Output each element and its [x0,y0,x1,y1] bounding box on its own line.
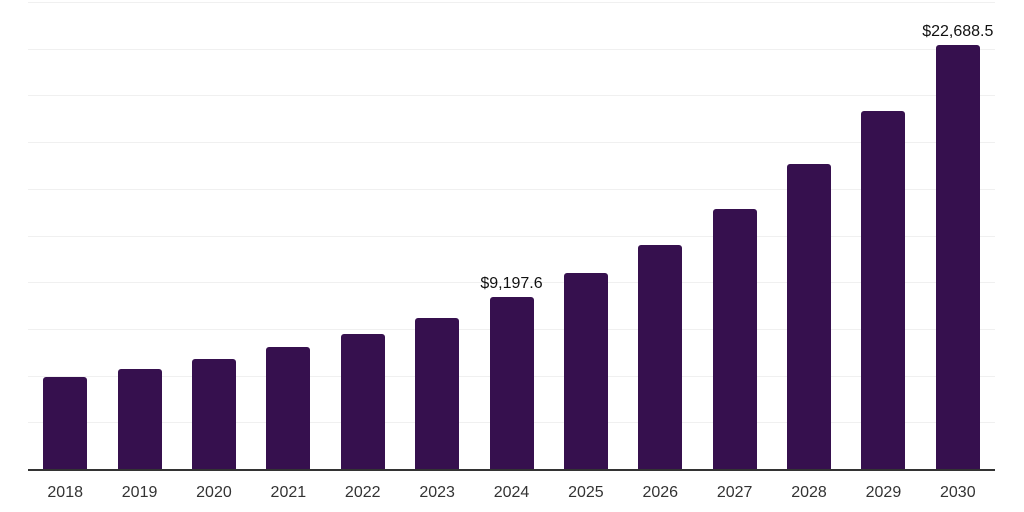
x-axis-label-2019: 2019 [121,484,158,501]
x-axis-label-2027: 2027 [716,484,753,501]
bar-2026 [638,244,683,469]
x-axis-label-2026: 2026 [642,484,679,501]
x-axis-label-2028: 2028 [791,484,827,501]
bar-2023 [415,317,460,469]
x-axis-label-2022: 2022 [344,484,381,501]
gridline [28,282,995,284]
x-axis-label-2030: 2030 [940,484,976,501]
x-axis-label-2018: 2018 [47,484,83,501]
gridline [28,48,995,50]
gridline [28,2,995,3]
gridline [28,95,995,97]
x-axis-label-2021: 2021 [270,484,307,501]
x-axis-label-2029: 2029 [865,484,902,501]
data-label-2024: $9,197.6 [480,275,543,293]
bar-2024 [489,297,534,469]
bar-2020 [191,359,236,469]
x-axis-label-2020: 2020 [196,484,232,501]
gridline [28,188,995,190]
bar-2022 [340,333,385,469]
x-axis-label-2024: 2024 [493,484,530,501]
plot-area: $9,197.6 $22,688.5 [28,2,995,471]
bar-2021 [266,346,311,469]
bar-2030 [935,45,980,469]
bar-2028 [787,164,832,469]
data-label-2030: $22,688.5 [922,23,994,41]
x-axis-label-2023: 2023 [419,484,455,501]
x-axis-label-2025: 2025 [568,484,604,501]
gridline [28,235,995,237]
bar-2018 [43,376,88,469]
gridline [28,142,995,144]
bar-2029 [861,110,906,469]
bar-2025 [563,273,608,469]
bar-2019 [117,369,162,469]
bar-2027 [712,208,757,469]
